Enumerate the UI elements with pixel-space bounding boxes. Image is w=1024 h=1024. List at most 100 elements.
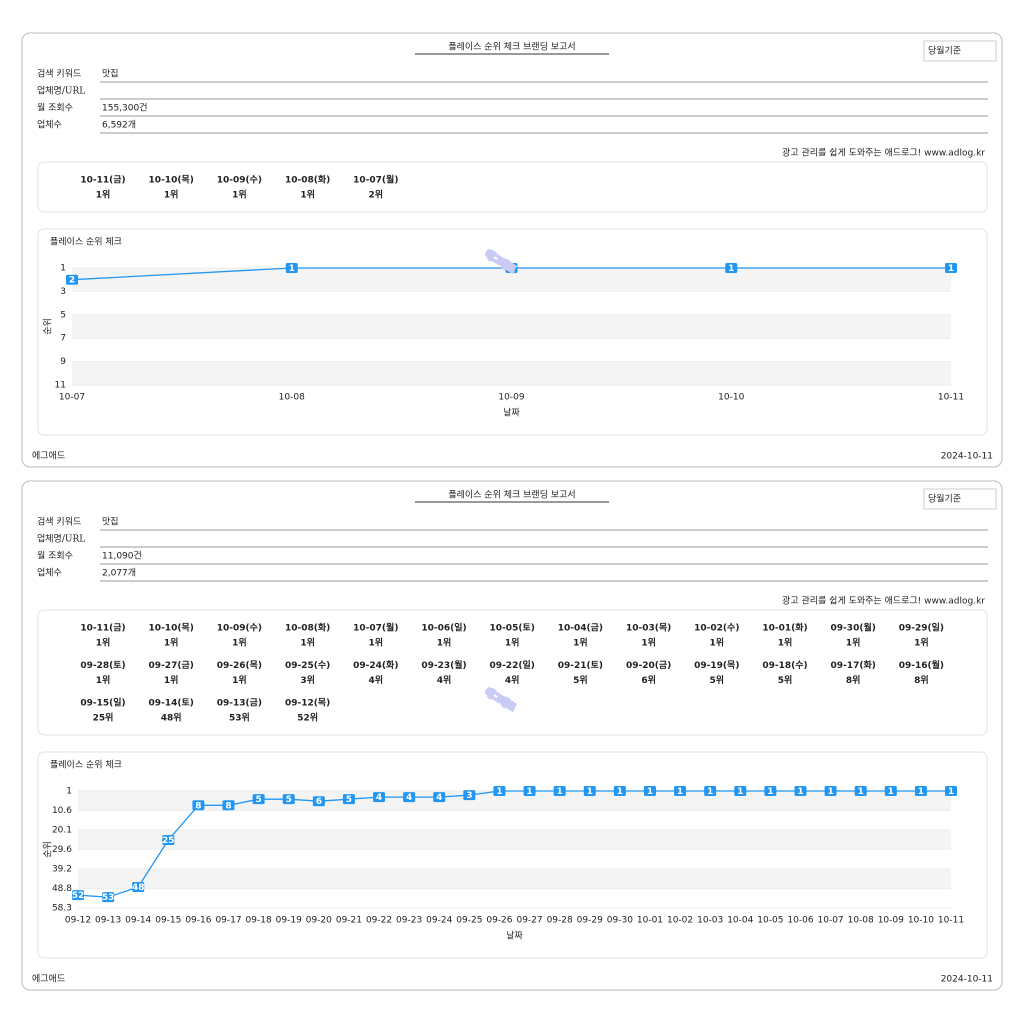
point-value: 1 [587,787,593,797]
y-tick-label: 39.2 [52,865,72,875]
point-box [613,786,626,796]
day-rank: 1위 [96,674,111,686]
point-label: 1 [794,786,807,797]
point-value: 8 [195,801,201,811]
report-title: 플레이스 순위 체크 브랜딩 보고서 [448,42,575,53]
point-value: 48 [132,883,145,893]
day-date: 09-25(수) [285,660,330,671]
x-tick-label: 09-24 [426,916,452,926]
point-box [222,800,235,811]
day-rank: 52위 [297,712,318,724]
point-label: 1 [493,786,506,797]
field-value: 155,300건 [102,103,148,114]
x-tick-label: 10-07 [59,393,85,403]
field-label: 검색 키워드 [37,68,81,80]
x-tick-label: 10-09 [498,393,524,403]
point-value: 2 [69,276,75,286]
point-value: 4 [436,793,442,803]
day-date: 10-09(수) [217,175,262,186]
point-value: 1 [289,264,295,274]
day-date: 09-12(목) [285,698,330,709]
point-label: 5 [252,794,265,805]
point-label: 1 [704,786,717,797]
report-title: 플레이스 순위 체크 브랜딩 보고서 [448,490,575,501]
point-box [523,786,536,796]
point-value: 1 [767,787,773,797]
day-date: 09-24(화) [353,659,398,671]
day-date: 09-22(일) [490,659,535,671]
field-label: 업체수 [37,568,62,579]
day-date: 09-18(수) [762,660,807,671]
day-date: 09-16(월) [899,659,944,671]
chart-title: 플레이스 순위 체크 [50,237,122,248]
x-tick-label: 09-18 [246,916,272,926]
day-rank: 1위 [96,189,111,201]
point-box [704,786,717,796]
y-axis-label: 순위 [43,318,54,335]
point-label: 1 [285,263,298,274]
day-rank: 48위 [161,712,182,724]
day-date: 09-26(목) [217,660,262,671]
y-tick-label: 5 [60,310,66,320]
y-tick-label: 20.1 [52,826,72,836]
point-label: 1 [734,786,747,797]
point-value: 4 [406,793,412,803]
point-label: 1 [553,786,566,797]
day-date: 09-19(목) [694,660,739,671]
x-tick-label: 09-22 [366,916,392,926]
day-date: 09-14(토) [149,698,194,709]
point-box [463,790,476,801]
point-box [794,786,807,796]
chart-panel [37,751,988,959]
x-tick-label: 09-30 [607,916,633,926]
field-label: 업체명/URL [37,534,85,545]
field-value: 맛집 [102,516,119,528]
point-box [102,892,115,903]
field-value: 2,077개 [102,568,136,579]
point-label: 4 [373,792,386,803]
grid-band [72,361,951,385]
day-rank: 5위 [778,674,793,686]
y-tick-label: 58.3 [52,904,72,914]
y-axis-label: 순위 [43,841,54,858]
day-date: 09-15(일) [80,697,125,709]
point-label: 1 [914,786,927,797]
point-label: 1 [505,263,518,274]
point-label: 6 [312,796,325,807]
day-date: 10-04(금) [558,623,603,634]
point-box [643,786,656,796]
point-box [162,835,175,846]
point-value: 1 [728,264,734,274]
point-label: 1 [674,786,687,797]
y-tick-label: 3 [60,287,66,297]
x-tick-label: 10-04 [727,916,753,926]
point-value: 1 [496,787,502,797]
x-tick-label: 10-06 [787,916,813,926]
day-rank: 6위 [641,674,656,686]
x-tick-label: 09-25 [456,916,482,926]
point-value: 1 [508,264,514,274]
day-date: 09-20(금) [626,660,671,671]
point-box [493,786,506,796]
footer-right: 2024-10-11 [941,975,993,985]
x-tick-label: 09-17 [215,916,241,926]
y-tick-label: 1 [66,787,72,797]
point-box [342,794,355,805]
field-label: 월 조회수 [37,102,73,114]
point-value: 25 [162,836,175,846]
day-rank: 4위 [369,674,384,686]
point-value: 3 [466,791,472,801]
x-tick-label: 09-12 [65,916,91,926]
day-date: 10-08(화) [285,174,330,186]
point-label: 25 [162,835,175,846]
point-label: 4 [433,792,446,803]
point-value: 1 [948,787,954,797]
point-box [914,786,927,796]
point-box [192,800,205,811]
point-box [945,786,957,796]
day-rank: 4위 [437,674,452,686]
day-date: 10-07(월) [353,174,398,186]
x-tick-label: 10-11 [938,916,964,926]
day-date: 09-29(일) [899,622,944,634]
